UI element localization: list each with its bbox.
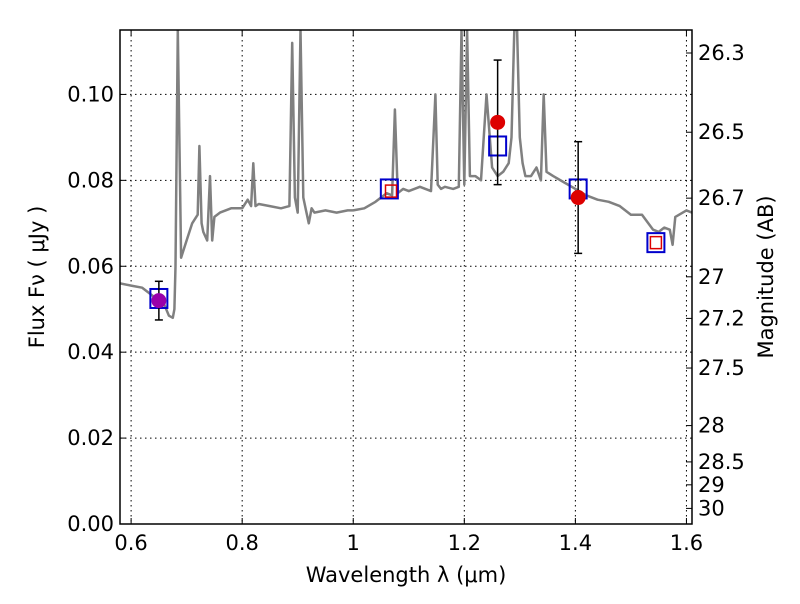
mag-tick-label: 26.7: [698, 186, 745, 210]
y-tick-label: 0.02: [67, 426, 114, 450]
predicted-band-flux-marker: [649, 235, 663, 250]
x-tick-label: 1.6: [670, 531, 703, 555]
model-band-flux-marker: [379, 178, 399, 200]
data-layer: [120, 30, 692, 321]
x-tick-label: 0.6: [114, 531, 147, 555]
y-tick-label: 0.08: [67, 168, 114, 192]
y-axis-label: Flux Fν ( μJy ): [25, 206, 49, 349]
observed-flux-point: [151, 293, 167, 309]
mag-tick-label: 29: [698, 473, 725, 497]
mag-tick-label: 26.3: [698, 41, 745, 65]
ticks: 0.6 0.8 1 1.2 1.4 1.6 0.00 0.02 0.04 0.06 0.08 0.10…: [67, 30, 745, 555]
mag-tick-label: 27.5: [698, 356, 745, 380]
mag-tick-label: 28.5: [698, 450, 745, 474]
y-tick-label: 0.06: [67, 254, 114, 278]
x-tick-label: 0.8: [225, 531, 258, 555]
mag-tick-label: 27: [698, 265, 725, 289]
mag-tick-label: 27.2: [698, 306, 745, 330]
mag-tick-label: 26.5: [698, 120, 745, 144]
plot-background: [120, 30, 692, 524]
secondary-y-axis-label: Magnitude (AB): [754, 195, 778, 358]
y-tick-label: 0.00: [67, 512, 114, 536]
x-tick-label: 1: [347, 531, 360, 555]
x-tick-label: 1.2: [448, 531, 481, 555]
y-tick-label: 0.04: [67, 340, 114, 364]
x-tick-label: 1.4: [559, 531, 592, 555]
observed-flux-point: [490, 114, 506, 130]
mag-tick-label: 28: [698, 414, 725, 438]
x-axis-label: Wavelength λ (μm): [306, 563, 507, 587]
predicted-band-flux-marker: [384, 184, 398, 198]
observed-flux-point: [570, 190, 586, 206]
y-tick-label: 0.10: [67, 82, 114, 106]
model-spectrum-line: [120, 30, 692, 320]
model-band-flux-marker: [646, 232, 666, 254]
mag-tick-label: 30: [698, 496, 725, 520]
